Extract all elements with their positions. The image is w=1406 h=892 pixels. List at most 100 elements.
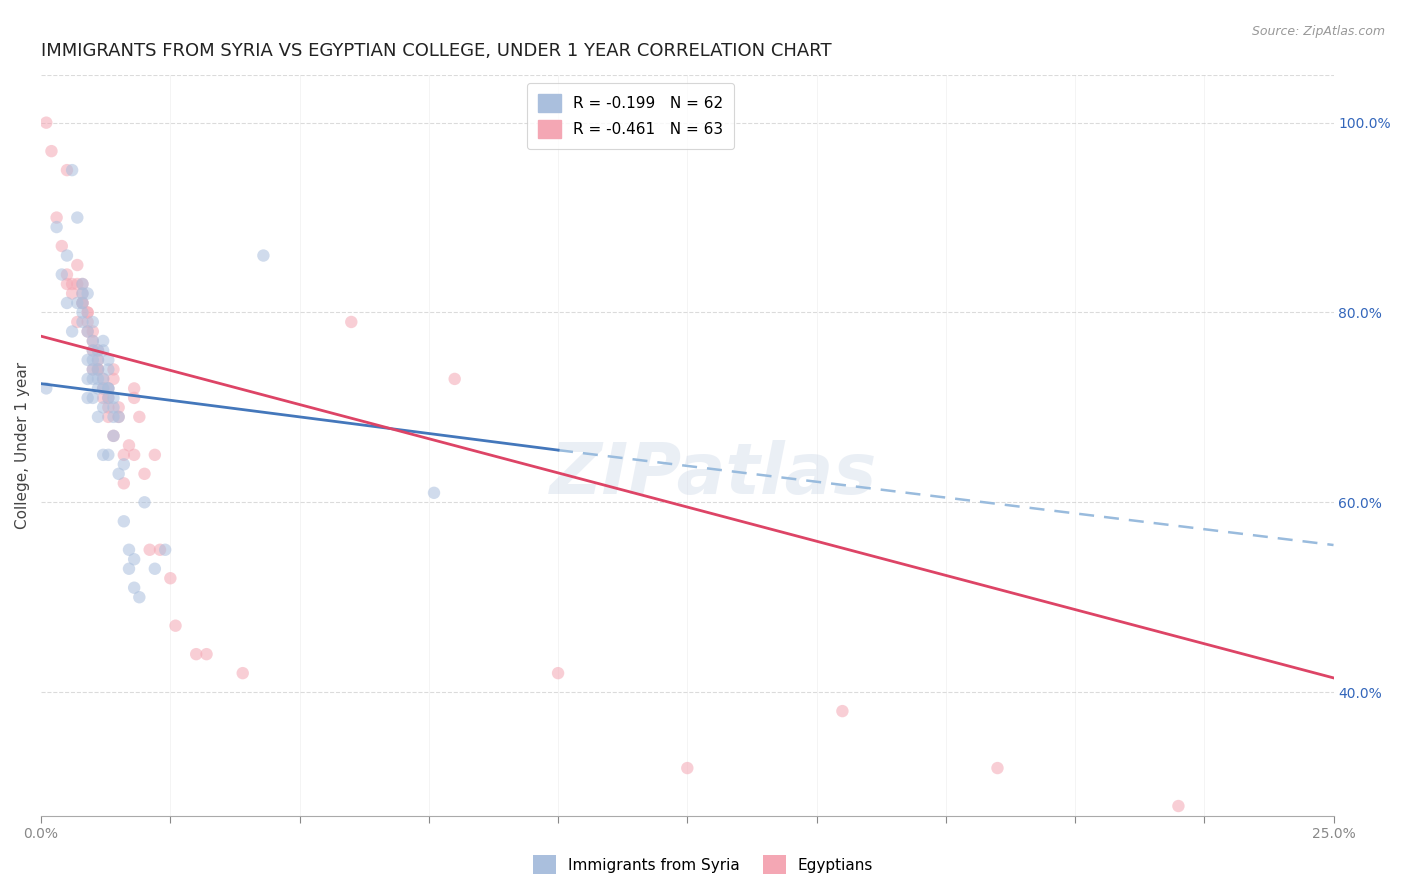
Point <box>82 391 104 405</box>
Text: IMMIGRANTS FROM SYRIA VS EGYPTIAN COLLEGE, UNDER 1 YEAR CORRELATION CHART: IMMIGRANTS FROM SYRIA VS EGYPTIAN COLLEG… <box>41 42 832 60</box>
Point <box>72 286 94 301</box>
Point <box>195 647 218 661</box>
Point <box>60 325 83 339</box>
Point <box>107 409 129 424</box>
Point <box>82 353 104 368</box>
Point <box>443 372 465 386</box>
Point <box>76 315 98 329</box>
Point <box>87 409 110 424</box>
Point <box>340 315 363 329</box>
Point <box>91 391 114 405</box>
Point <box>72 296 94 310</box>
Point <box>118 438 141 452</box>
Point <box>87 381 110 395</box>
Point <box>107 409 129 424</box>
Point <box>72 286 94 301</box>
Point <box>56 296 79 310</box>
Point <box>831 704 853 718</box>
Point <box>87 362 110 376</box>
Point <box>103 372 125 386</box>
Point <box>103 401 125 415</box>
Point <box>82 325 104 339</box>
Point <box>56 248 79 262</box>
Point <box>91 372 114 386</box>
Point <box>252 248 274 262</box>
Point <box>72 296 94 310</box>
Point <box>66 315 89 329</box>
Point <box>72 315 94 329</box>
Point <box>143 448 166 462</box>
Point <box>35 381 58 395</box>
Point <box>676 761 699 775</box>
Point <box>60 286 83 301</box>
Point <box>186 647 208 661</box>
Point <box>97 409 120 424</box>
Point <box>45 220 67 235</box>
Point <box>91 381 114 395</box>
Point <box>72 296 94 310</box>
Point <box>97 381 120 395</box>
Point <box>82 372 104 386</box>
Point <box>138 542 160 557</box>
Point <box>87 372 110 386</box>
Point <box>41 144 63 158</box>
Point <box>423 485 446 500</box>
Point <box>128 409 150 424</box>
Point <box>97 448 120 462</box>
Point <box>103 409 125 424</box>
Point <box>97 381 120 395</box>
Point <box>76 305 98 319</box>
Point <box>66 277 89 291</box>
Point <box>232 666 254 681</box>
Point <box>66 296 89 310</box>
Point <box>97 391 120 405</box>
Point <box>122 381 145 395</box>
Point <box>153 542 176 557</box>
Point <box>122 391 145 405</box>
Point <box>87 362 110 376</box>
Point <box>112 476 135 491</box>
Point <box>45 211 67 225</box>
Point <box>118 542 141 557</box>
Point <box>76 325 98 339</box>
Point <box>87 362 110 376</box>
Point <box>82 334 104 348</box>
Point <box>134 467 156 481</box>
Point <box>103 429 125 443</box>
Point <box>60 277 83 291</box>
Point <box>118 562 141 576</box>
Point <box>122 581 145 595</box>
Point <box>76 353 98 368</box>
Point <box>122 552 145 566</box>
Point <box>76 391 98 405</box>
Legend: R = -0.199   N = 62, R = -0.461   N = 63: R = -0.199 N = 62, R = -0.461 N = 63 <box>527 83 734 149</box>
Point <box>76 325 98 339</box>
Point <box>986 761 1008 775</box>
Point <box>87 353 110 368</box>
Point <box>1167 799 1189 814</box>
Point <box>112 458 135 472</box>
Point <box>149 542 172 557</box>
Point <box>82 362 104 376</box>
Point <box>56 163 79 178</box>
Point <box>159 571 181 585</box>
Point <box>56 277 79 291</box>
Point <box>103 391 125 405</box>
Point <box>51 239 73 253</box>
Point <box>60 163 83 178</box>
Point <box>87 343 110 358</box>
Point <box>112 448 135 462</box>
Point <box>66 211 89 225</box>
Point <box>122 448 145 462</box>
Point <box>72 305 94 319</box>
Point <box>91 381 114 395</box>
Point <box>72 277 94 291</box>
Point <box>91 343 114 358</box>
Point <box>547 666 569 681</box>
Point <box>72 277 94 291</box>
Point <box>87 353 110 368</box>
Point <box>112 514 135 528</box>
Point <box>165 618 187 632</box>
Point <box>87 343 110 358</box>
Point <box>97 353 120 368</box>
